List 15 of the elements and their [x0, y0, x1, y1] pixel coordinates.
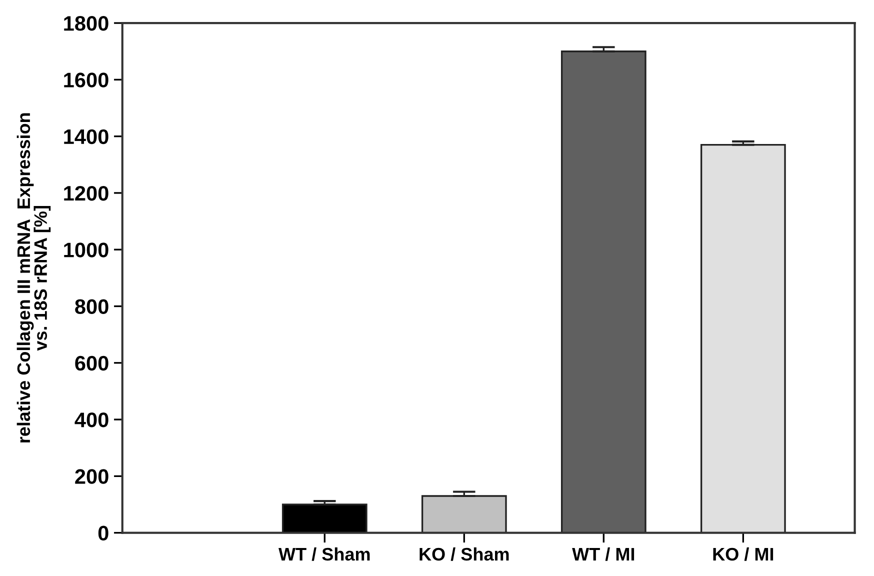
y-tick-label: 800	[75, 299, 108, 314]
y-tick-label: 0	[98, 526, 108, 541]
y-tick-label: 400	[74, 412, 108, 428]
x-tick-label: WT / MI	[572, 547, 634, 561]
y-tick-label: 1800	[64, 16, 108, 31]
x-tick-label: KO / MI	[713, 547, 774, 561]
y-tick-label: 1000	[64, 242, 108, 258]
y-axis-title: relative Collagen III mRNA Expression vs. 18S rRNA [%]	[16, 113, 51, 442]
y-tick-label: 1400	[64, 129, 108, 144]
x-tick-label: WT / Sham	[278, 547, 370, 561]
y-tick-label: 1200	[64, 186, 108, 201]
y-tick-label: 600	[75, 356, 108, 371]
y-tick-label: 200	[75, 469, 108, 484]
x-tick-label: KO / Sham	[420, 547, 509, 561]
y-tick-label: 1600	[64, 72, 108, 88]
